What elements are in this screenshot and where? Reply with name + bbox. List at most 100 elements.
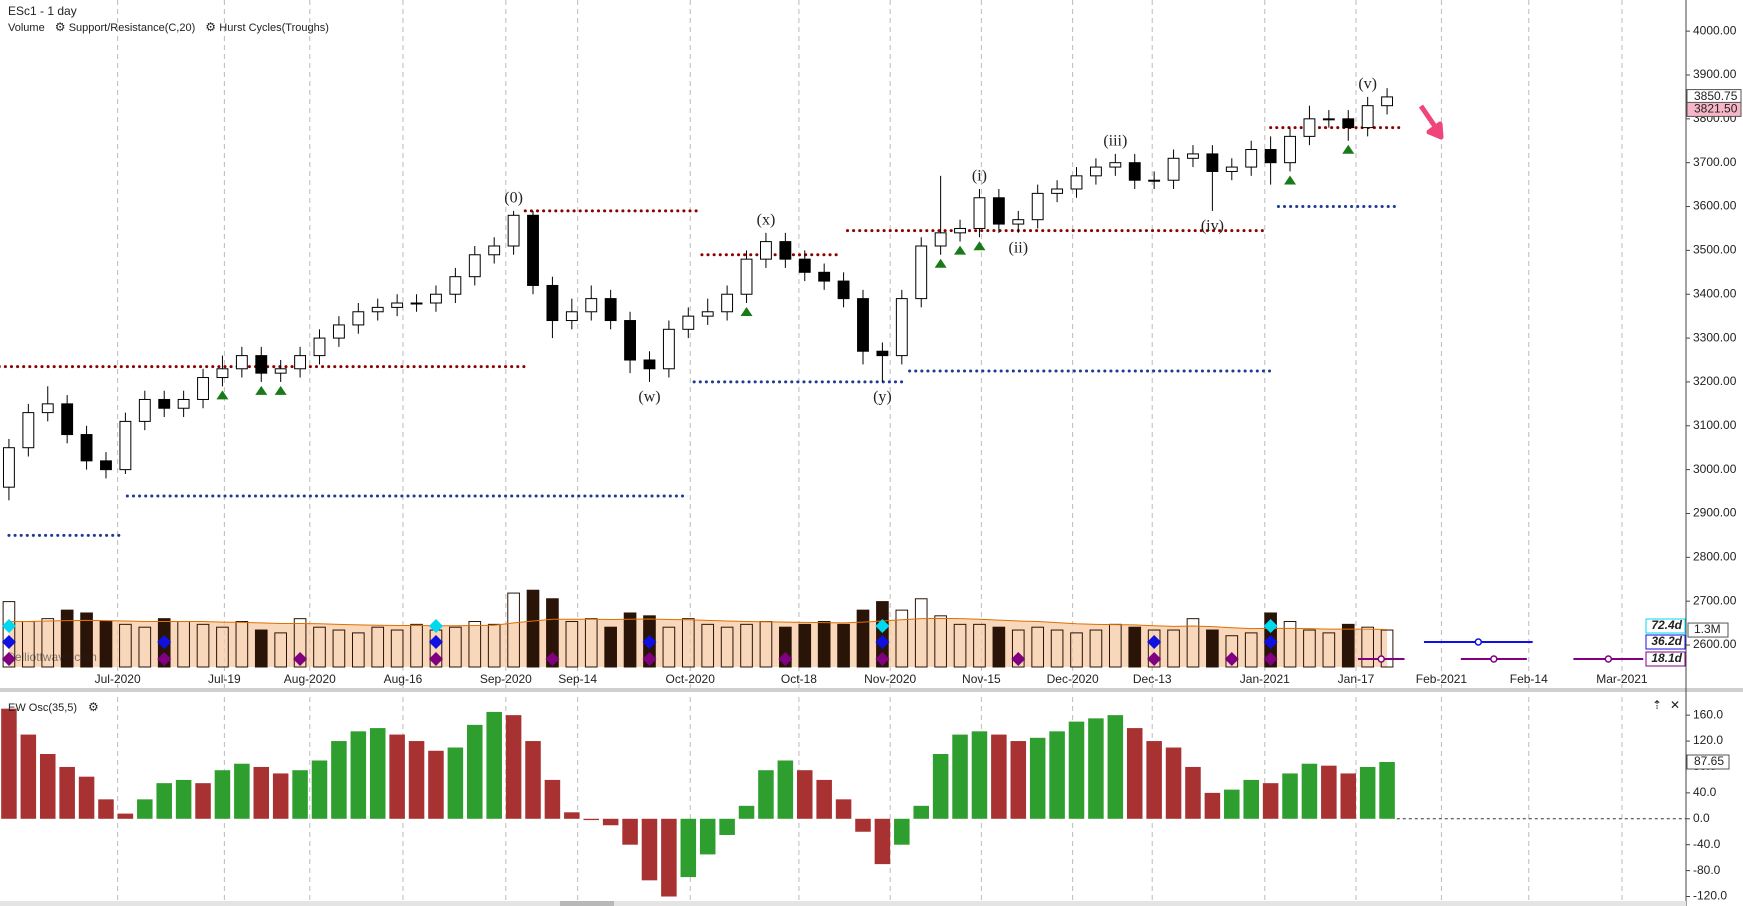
maximize-icon[interactable]: ⇡ (1652, 698, 1662, 712)
volume-bar (1167, 629, 1180, 668)
y-tick-label: 3100.00 (1693, 418, 1737, 432)
volume-bar (468, 621, 482, 668)
osc-last-box (1686, 754, 1730, 770)
osc-bar (758, 770, 774, 819)
signal-triangle (255, 385, 268, 395)
osc-bar (78, 776, 95, 819)
candle-body (391, 302, 404, 308)
volume-bar (1147, 629, 1161, 668)
hurst-trough (1263, 635, 1278, 649)
candle-body (604, 298, 617, 322)
volume-bar (196, 623, 210, 668)
volume-bar (254, 629, 268, 668)
volume-bar (546, 598, 559, 668)
osc-bar (738, 805, 755, 819)
hurst-trough (875, 652, 890, 666)
y-tick-label: 3200.00 (1693, 374, 1737, 388)
y-tick-label: 3400.00 (1693, 286, 1737, 300)
candle-body (430, 293, 442, 304)
candle-body (80, 434, 93, 462)
volume-bar (701, 623, 715, 668)
indicator-settings-icon[interactable]: ⚙ (205, 20, 216, 34)
volume-bar (1322, 632, 1336, 668)
wave-label: (ii) (1009, 240, 1029, 257)
indicator-settings-icon[interactable]: ⚙ (55, 20, 66, 34)
osc-bar (1126, 728, 1143, 819)
candle-body (255, 355, 268, 374)
osc-bar (855, 818, 871, 832)
osc-y-tick-label: -40.0 (1693, 837, 1721, 851)
osc-bar (467, 724, 483, 819)
candle-body (352, 311, 365, 326)
volume-bar (274, 632, 287, 668)
hurst-trough (1147, 652, 1162, 666)
volume-bar (507, 592, 520, 668)
candle-body (798, 258, 811, 273)
volume-bar (1244, 632, 1258, 668)
scrollbar[interactable] (0, 901, 1686, 906)
signal-triangle (1342, 144, 1355, 154)
volume-bar (740, 623, 753, 668)
hurst-trough (1011, 652, 1026, 666)
candle-body (1089, 166, 1102, 177)
volume-bar (526, 589, 540, 668)
candle-body (1381, 96, 1394, 107)
osc-bar (1340, 773, 1357, 819)
osc-bar (137, 799, 153, 819)
osc-bar (234, 763, 250, 819)
osc-bar (874, 818, 891, 865)
panel-divider (0, 688, 1743, 692)
hurst-projection-point (1474, 638, 1483, 646)
volume-bar (449, 626, 462, 668)
scrollbar-thumb[interactable] (560, 901, 614, 906)
osc-bar (408, 741, 425, 819)
osc-bar (1107, 715, 1124, 819)
osc-bar (331, 741, 347, 819)
volume-tick-label: 1.3M (1694, 622, 1721, 636)
hurst-projection-point (1377, 655, 1386, 663)
x-tick-label: Oct-18 (781, 672, 817, 686)
osc-bar (641, 818, 658, 881)
settings-icon[interactable]: ⚙ (88, 700, 99, 714)
volume-bar (623, 612, 637, 668)
hurst-cycle-label: 72.4d (1651, 618, 1682, 632)
candle-body (1206, 153, 1219, 172)
osc-bar (39, 754, 56, 819)
volume-bar (332, 629, 346, 668)
osc-bar (272, 773, 289, 819)
candle-body (1342, 118, 1355, 129)
osc-y-tick-label: -120.0 (1693, 889, 1727, 903)
hurst-trough (157, 635, 172, 649)
candle-body (1361, 105, 1374, 129)
osc-bar (1321, 765, 1337, 819)
candle-body (895, 298, 908, 357)
candle-body (313, 337, 326, 357)
hurst-cycle-label: 18.1d (1651, 651, 1682, 665)
candle-body (119, 420, 132, 471)
osc-bar (253, 766, 270, 819)
hurst-trough (778, 652, 793, 666)
close-icon[interactable]: ✕ (1670, 698, 1680, 712)
osc-bar (796, 770, 813, 819)
osc-bar (544, 779, 561, 819)
candle-body (1031, 192, 1044, 221)
volume-bar (565, 621, 579, 668)
x-tick-label: Dec-13 (1133, 672, 1172, 686)
volume-bar (914, 598, 928, 668)
candle-body (565, 311, 578, 322)
volume-bar (1380, 629, 1394, 668)
watermark: ©elliottwave.com (6, 650, 97, 664)
osc-bar (1029, 737, 1046, 819)
signal-triangle (216, 390, 229, 400)
volume-tick-box (1687, 622, 1729, 638)
volume-bar (895, 609, 909, 668)
volume-bar (1283, 621, 1297, 668)
y-tick-label: 3500.00 (1693, 243, 1737, 257)
indicator-name: Hurst Cycles(Troughs) (219, 22, 329, 34)
volume-bar (1303, 629, 1316, 668)
candle-body (61, 403, 74, 436)
signal-triangle (973, 241, 986, 251)
volume-bar (934, 615, 947, 668)
